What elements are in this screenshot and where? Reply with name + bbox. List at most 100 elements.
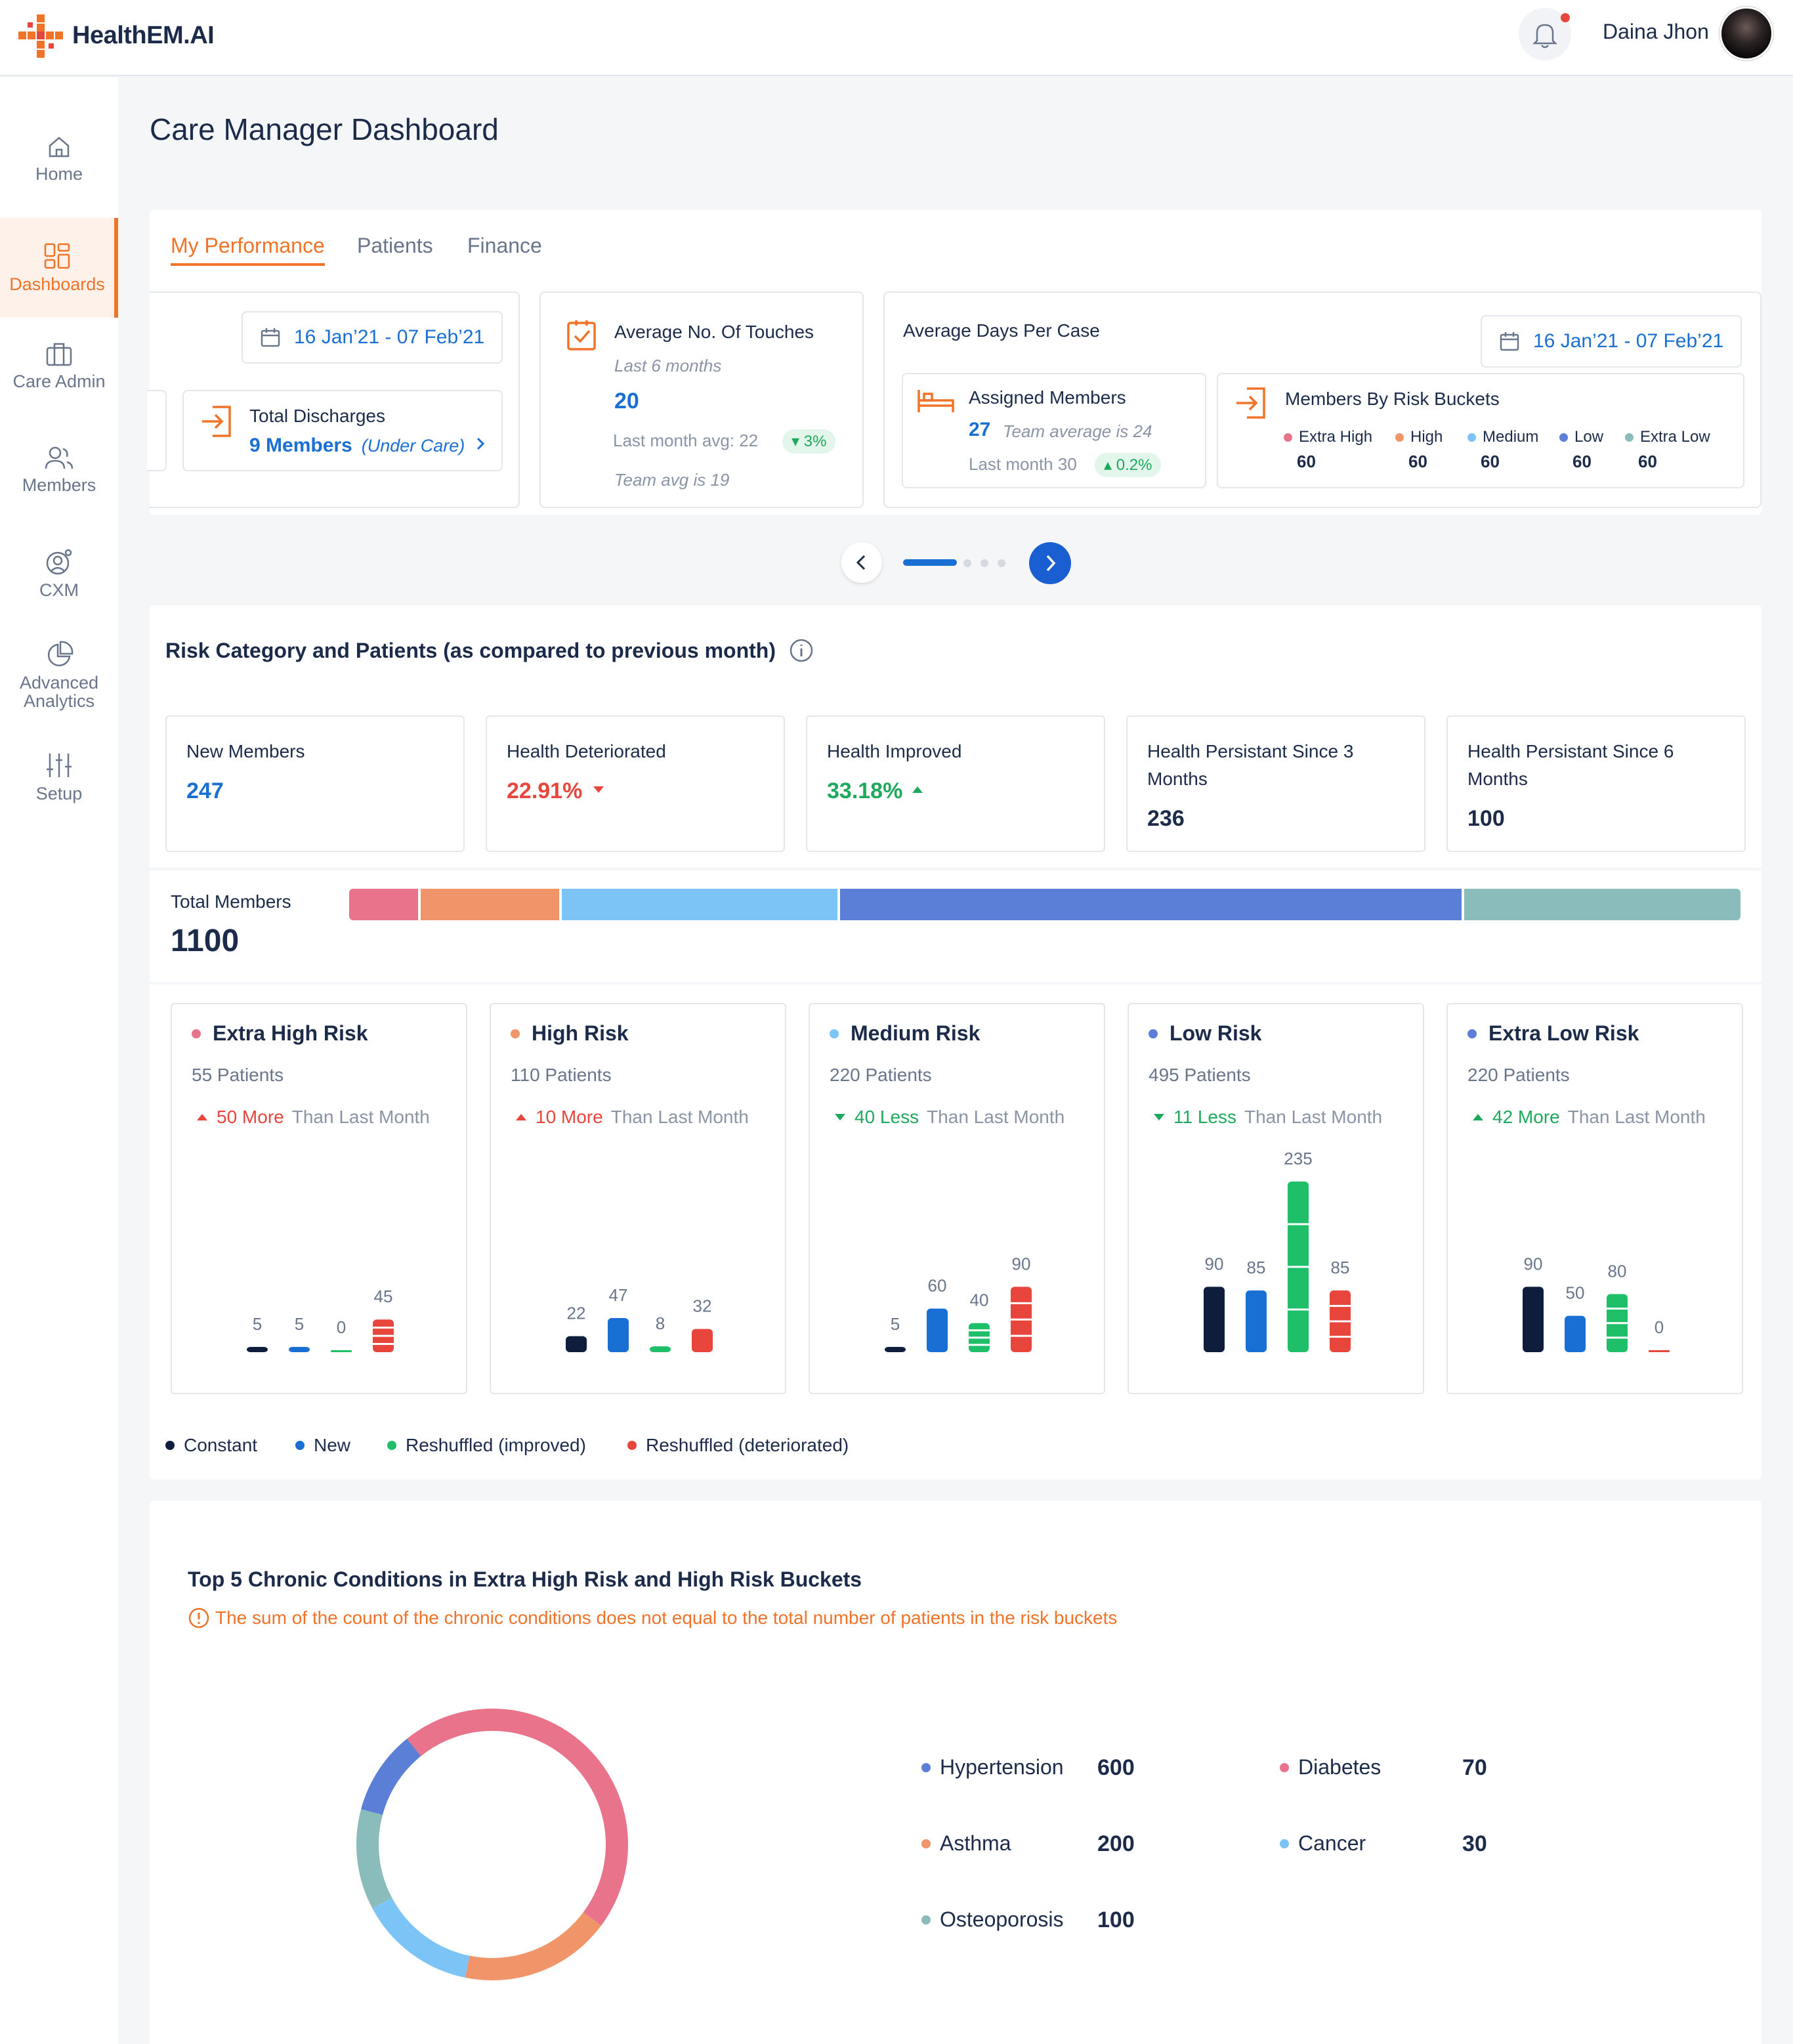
bar-constant[interactable] xyxy=(885,1347,906,1352)
total-discharges-value: 9 Members xyxy=(249,435,352,456)
bar-constant[interactable] xyxy=(566,1336,587,1352)
bar-value-label: 90 xyxy=(1012,1254,1031,1273)
sidebar-item-care-admin[interactable]: Care Admin xyxy=(0,341,118,392)
change-text: Than Last Month xyxy=(927,1107,1065,1127)
risk-card-low-risk[interactable]: Low Risk 495 Patients 11 Less Than Last Mon… xyxy=(1128,1003,1424,1394)
date-range-picker-2[interactable]: 16 Jan’21 - 07 Feb’21 xyxy=(1481,315,1742,368)
user-name[interactable]: Daina Jhon xyxy=(1603,20,1709,43)
total-members-segment[interactable] xyxy=(421,889,559,920)
risk-card-extra-low-risk[interactable]: Extra Low Risk 220 Patients 42 More Than La… xyxy=(1446,1003,1743,1394)
bar-new[interactable] xyxy=(1565,1315,1586,1352)
carousel-indicator-active[interactable] xyxy=(903,559,957,566)
avatar[interactable] xyxy=(1719,7,1773,60)
notification-badge xyxy=(1561,13,1570,22)
donut-slice-diabetes[interactable] xyxy=(406,1709,628,1926)
risk-bar-chart: 22 47 8 32 xyxy=(566,1285,713,1352)
risk-buckets-title: Members By Risk Buckets xyxy=(1285,389,1500,409)
kpi-health-improved[interactable]: Health Improved 33.18% xyxy=(806,715,1105,852)
total-members-label: Total Members xyxy=(171,891,291,912)
risk-card-high-risk[interactable]: High Risk 110 Patients 10 More Than Last Mo… xyxy=(490,1003,786,1394)
info-icon[interactable] xyxy=(789,638,814,663)
bar-reshuffled-deteriorated[interactable] xyxy=(1649,1350,1670,1352)
bar-constant[interactable] xyxy=(1523,1287,1544,1352)
tab-finance[interactable]: Finance xyxy=(467,234,542,257)
chevron-right-icon[interactable] xyxy=(474,436,487,452)
pie-chart-icon xyxy=(47,641,74,667)
risk-dot xyxy=(511,1029,520,1038)
bar-new[interactable] xyxy=(927,1308,948,1352)
caret-up-icon xyxy=(912,786,923,793)
condition-value: 30 xyxy=(1462,1831,1487,1856)
legend-dot xyxy=(387,1441,396,1450)
donut-slice-osteoporosis[interactable] xyxy=(356,1809,392,1909)
kpi-health-deteriorated[interactable]: Health Deteriorated 22.91% xyxy=(486,715,785,852)
carousel-next-button[interactable] xyxy=(1029,542,1071,584)
bar-constant[interactable] xyxy=(1204,1287,1225,1352)
kpi-persistant-6-months[interactable]: Health Persistant Since 6 Months 100 xyxy=(1446,715,1746,852)
legend-reshuffled-deteriorated: Reshuffled (deteriorated) xyxy=(627,1435,849,1456)
total-members-segment[interactable] xyxy=(1464,889,1740,920)
login-icon xyxy=(1236,387,1265,419)
carousel-prev-button[interactable] xyxy=(841,542,882,583)
risk-card-title: Extra High Risk xyxy=(213,1021,368,1045)
caret-up-icon xyxy=(197,1114,207,1120)
sidebar-item-members[interactable]: Members xyxy=(0,445,118,496)
date-range-picker[interactable]: 16 Jan’21 - 07 Feb’21 xyxy=(242,311,503,364)
risk-bucket-item: Extra High 60 xyxy=(1284,428,1372,472)
average-touches-value: 20 xyxy=(614,389,639,414)
sidebar-item-setup[interactable]: Setup xyxy=(0,751,118,804)
legend-dot xyxy=(1559,433,1568,442)
condition-value: 70 xyxy=(1462,1755,1487,1780)
donut-slice-cancer[interactable] xyxy=(372,1898,470,1978)
bar-new[interactable] xyxy=(289,1347,310,1352)
bar-new[interactable] xyxy=(608,1318,629,1352)
condition-diabetes: Diabetes xyxy=(1280,1755,1381,1779)
warning-icon xyxy=(188,1608,209,1629)
calendar-icon xyxy=(1500,332,1519,351)
kpi-new-members[interactable]: New Members 247 xyxy=(165,715,465,852)
bar-new[interactable] xyxy=(1246,1290,1267,1352)
tab-patients[interactable]: Patients xyxy=(357,234,433,257)
carousel-indicator[interactable] xyxy=(963,559,971,567)
app-logo[interactable]: HealthEM.AI xyxy=(18,13,215,58)
top-bar: HealthEM.AI Daina Jhon xyxy=(0,0,1793,76)
risk-buckets-box[interactable]: Members By Risk Buckets Extra High 60 High… xyxy=(1217,373,1744,488)
sidebar-item-advanced-analytics[interactable]: Advanced Analytics xyxy=(0,641,118,710)
donut-slice-hypertension[interactable] xyxy=(361,1738,421,1816)
donut-slice-asthma[interactable] xyxy=(465,1912,601,1980)
total-members-bar[interactable] xyxy=(349,889,1740,920)
carousel-indicator[interactable] xyxy=(998,559,1005,567)
bar-constant[interactable] xyxy=(247,1347,268,1352)
sidebar-item-dashboards[interactable]: Dashboards xyxy=(0,218,118,318)
legend-dot xyxy=(165,1441,175,1450)
risk-dot xyxy=(830,1029,839,1038)
risk-card-medium-risk[interactable]: Medium Risk 220 Patients 40 Less Than Last … xyxy=(809,1003,1105,1394)
total-members-segment[interactable] xyxy=(349,889,419,920)
risk-bucket-item: Extra Low 60 xyxy=(1625,428,1710,472)
sidebar-item-label: Dashboards xyxy=(9,274,105,294)
bar-value-label: 90 xyxy=(1524,1254,1543,1273)
risk-bucket-value: 60 xyxy=(1572,452,1592,471)
kpi-persistant-3-months[interactable]: Health Persistant Since 3 Months 236 xyxy=(1126,715,1425,852)
bar-value-label: 90 xyxy=(1205,1254,1224,1273)
team-average: Team avg is 19 xyxy=(614,470,730,490)
chronic-donut-chart[interactable] xyxy=(348,1700,637,1989)
chevron-left-icon xyxy=(856,555,866,570)
legend-dot xyxy=(921,1839,931,1848)
bar-reshuffled-improved[interactable] xyxy=(650,1346,671,1352)
risk-card-extra-high-risk[interactable]: Extra High Risk 55 Patients 50 More Than La… xyxy=(171,1003,467,1394)
change-amount: 10 More xyxy=(536,1107,603,1127)
total-members-segment[interactable] xyxy=(561,889,838,920)
bar-reshuffled-improved[interactable] xyxy=(331,1350,352,1352)
carousel-indicator[interactable] xyxy=(981,559,988,567)
risk-card-header: Medium Risk xyxy=(830,1021,980,1046)
sidebar-item-home[interactable]: Home xyxy=(0,134,118,184)
page-title: Care Manager Dashboard xyxy=(150,112,499,146)
sidebar-item-cxm[interactable]: CXM xyxy=(0,547,118,601)
tab-my-performance[interactable]: My Performance xyxy=(171,234,325,266)
assigned-members-box[interactable]: Assigned Members 27 Team average is 24 L… xyxy=(902,373,1206,488)
bar-reshuffled-deteriorated[interactable] xyxy=(692,1329,713,1352)
total-members-segment[interactable] xyxy=(840,889,1462,920)
risk-card-patients: 110 Patients xyxy=(511,1065,612,1085)
total-discharges-box[interactable]: Total Discharges 9 Members (Under Care) xyxy=(182,390,503,471)
